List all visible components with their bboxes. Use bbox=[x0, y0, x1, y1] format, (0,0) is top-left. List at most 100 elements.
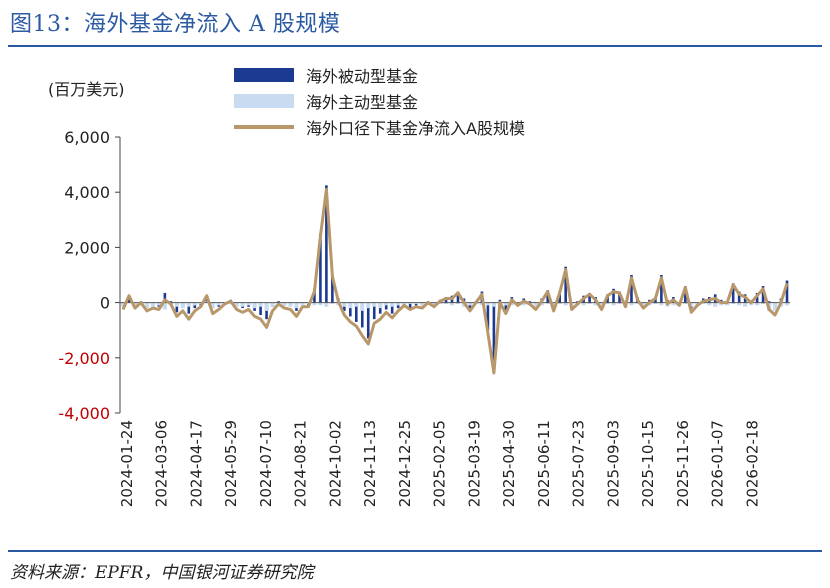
legend-swatch-passive bbox=[234, 68, 294, 82]
x-tick-label: 2026-02-18 bbox=[743, 420, 761, 507]
passive-bar bbox=[354, 302, 358, 322]
passive-bar bbox=[588, 292, 591, 303]
active-bar bbox=[545, 302, 550, 304]
passive-bar bbox=[737, 291, 741, 303]
active-bar bbox=[414, 302, 419, 304]
passive-bar bbox=[384, 302, 388, 310]
x-tick-label: 2024-03-06 bbox=[153, 420, 171, 507]
active-bar bbox=[300, 302, 305, 306]
passive-bar bbox=[313, 288, 316, 303]
active-bar bbox=[443, 302, 449, 304]
active-bar bbox=[515, 302, 520, 304]
x-tick-label: 2024-12-25 bbox=[396, 420, 414, 507]
active-bar bbox=[408, 302, 413, 304]
passive-bar bbox=[187, 302, 191, 314]
passive-bar bbox=[564, 266, 567, 303]
y-tick-label: -2,000 bbox=[58, 349, 110, 368]
active-bar bbox=[180, 302, 185, 309]
active-bar bbox=[455, 302, 461, 304]
x-tick-label: 2025-09-03 bbox=[604, 420, 622, 507]
passive-bar bbox=[684, 286, 687, 303]
x-tick-label: 2024-05-29 bbox=[222, 420, 240, 507]
active-bar bbox=[348, 302, 353, 309]
active-bar bbox=[731, 302, 736, 304]
y-tick-label: 4,000 bbox=[64, 183, 110, 202]
x-tick-label: 2024-07-10 bbox=[257, 420, 275, 507]
x-tick-label: 2026-01-07 bbox=[709, 420, 727, 507]
passive-bar bbox=[630, 275, 633, 303]
active-bar bbox=[671, 302, 676, 306]
passive-bar bbox=[785, 280, 789, 303]
active-bar bbox=[563, 302, 568, 306]
active-bar bbox=[258, 302, 263, 307]
source-rule bbox=[8, 550, 822, 552]
active-bar bbox=[743, 302, 748, 307]
active-bar bbox=[192, 302, 197, 306]
x-tick-label: 2025-10-15 bbox=[639, 420, 657, 507]
active-bar bbox=[431, 302, 437, 306]
active-bar bbox=[617, 302, 622, 304]
passive-bar bbox=[175, 302, 179, 313]
active-bar bbox=[318, 302, 323, 306]
y-tick-label: 0 bbox=[100, 294, 110, 313]
active-bar bbox=[240, 302, 245, 307]
active-bar bbox=[784, 302, 790, 306]
active-bar bbox=[264, 302, 269, 311]
chart-legend: 海外被动型基金 海外主动型基金 海外口径下基金净流入A股规模 bbox=[234, 62, 525, 140]
y-axis-unit-label: (百万美元) bbox=[48, 80, 125, 99]
active-bar bbox=[521, 302, 526, 306]
passive-bar bbox=[731, 283, 735, 303]
active-bar bbox=[354, 302, 359, 307]
active-bar bbox=[120, 302, 126, 307]
legend-swatch-total bbox=[234, 125, 294, 129]
passive-bar bbox=[163, 292, 167, 303]
passive-bar bbox=[319, 233, 322, 303]
passive-bar bbox=[408, 302, 412, 309]
active-bar bbox=[593, 302, 598, 306]
active-bar bbox=[587, 302, 592, 304]
passive-bar bbox=[660, 275, 663, 303]
active-bar bbox=[509, 302, 514, 306]
active-bar bbox=[713, 302, 718, 307]
active-bar bbox=[162, 302, 167, 310]
active-bar bbox=[132, 302, 138, 306]
active-bar bbox=[689, 302, 694, 307]
legend-item-total: 海外口径下基金净流入A股规模 bbox=[234, 114, 525, 140]
x-tick-label: 2024-01-24 bbox=[118, 420, 136, 507]
active-bar bbox=[234, 302, 239, 307]
passive-bar bbox=[360, 302, 364, 328]
active-bar bbox=[635, 302, 640, 304]
x-tick-label: 2025-11-26 bbox=[674, 420, 692, 507]
active-bar bbox=[467, 302, 473, 306]
active-bar bbox=[754, 302, 760, 306]
active-bar bbox=[372, 302, 377, 307]
active-bar bbox=[419, 302, 425, 306]
passive-bar bbox=[277, 301, 280, 303]
active-bar bbox=[701, 302, 706, 304]
active-bar bbox=[294, 302, 299, 309]
active-bar bbox=[270, 302, 275, 307]
passive-bar bbox=[576, 301, 579, 303]
active-bar bbox=[737, 302, 742, 306]
active-bar bbox=[599, 302, 604, 307]
passive-bar bbox=[259, 302, 262, 316]
x-tick-label: 2024-08-21 bbox=[292, 420, 310, 507]
active-bar bbox=[390, 302, 395, 307]
active-bar bbox=[437, 302, 443, 304]
passive-bar bbox=[390, 302, 394, 314]
active-bar bbox=[366, 302, 371, 309]
y-tick-label: -4,000 bbox=[58, 404, 110, 423]
active-bar bbox=[659, 302, 664, 306]
active-bar bbox=[772, 302, 778, 311]
active-bar bbox=[503, 302, 508, 306]
active-bar bbox=[384, 302, 389, 306]
active-bar bbox=[551, 302, 556, 306]
active-bar bbox=[611, 302, 616, 306]
active-bar bbox=[282, 302, 287, 306]
active-bar bbox=[485, 302, 491, 306]
x-tick-label: 2025-06-11 bbox=[535, 420, 553, 507]
active-bar bbox=[539, 302, 544, 306]
active-bar bbox=[683, 302, 688, 304]
active-bar bbox=[150, 302, 156, 307]
active-bar bbox=[174, 302, 179, 307]
